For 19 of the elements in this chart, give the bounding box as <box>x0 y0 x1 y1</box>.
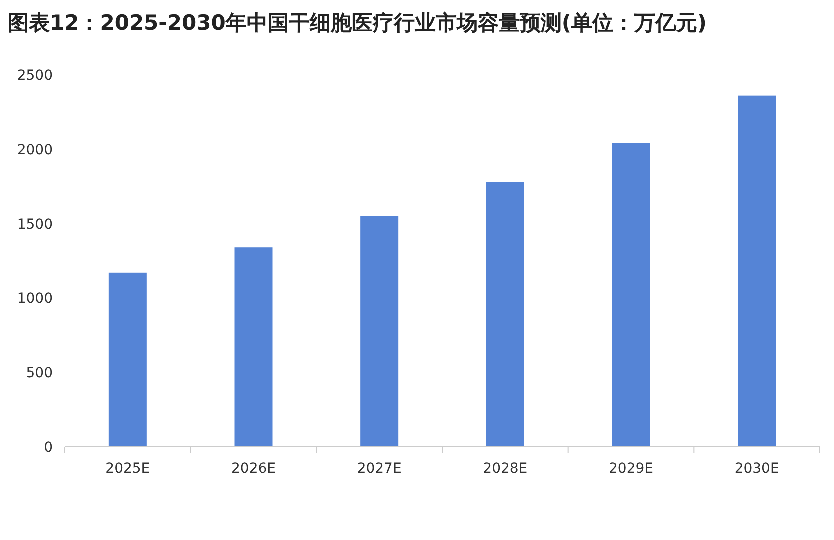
y-tick-label: 500 <box>26 366 53 382</box>
x-tick-label: 2026E <box>232 461 276 477</box>
chart-title: 图表12：2025-2030年中国干细胞医疗行业市场容量预测(单位：万亿元) <box>8 11 708 35</box>
bar <box>108 272 147 447</box>
x-tick-label: 2027E <box>357 461 402 477</box>
x-tick-label: 2028E <box>483 461 528 477</box>
x-tick-label: 2025E <box>106 461 150 477</box>
y-tick-label: 2000 <box>17 142 53 158</box>
y-tick-label: 1000 <box>17 291 53 308</box>
bar <box>234 248 273 447</box>
y-tick-label: 2500 <box>17 68 53 84</box>
x-tick-label: 2029E <box>609 461 654 477</box>
bar <box>360 216 399 447</box>
y-tick-label: 1500 <box>17 216 53 233</box>
bar <box>738 96 776 447</box>
x-tick-label: 2030E <box>734 461 780 477</box>
bar <box>486 182 524 447</box>
y-tick-label: 0 <box>44 440 53 456</box>
bar <box>612 143 650 447</box>
